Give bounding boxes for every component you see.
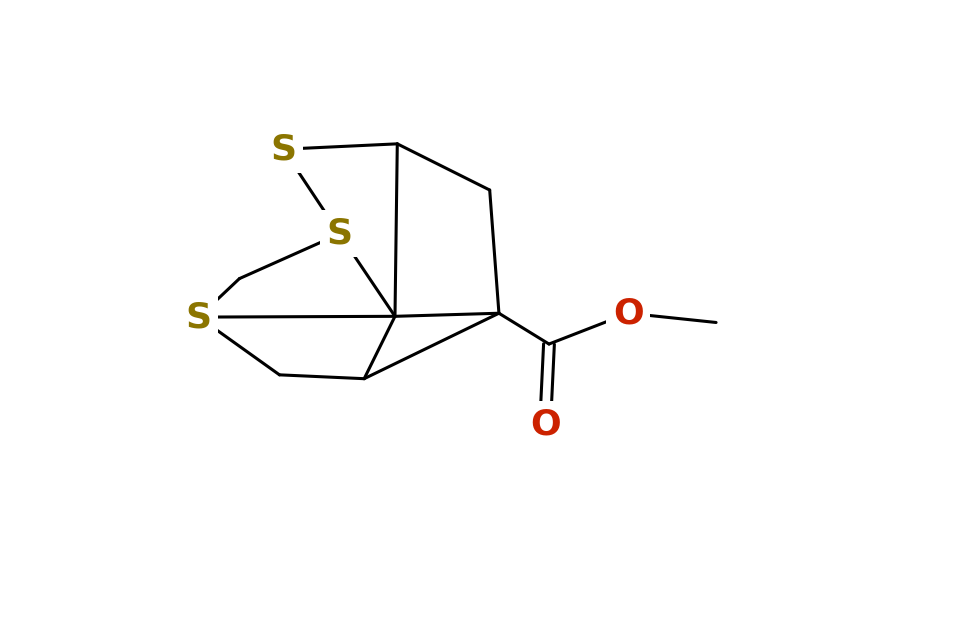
Text: O: O <box>612 296 643 330</box>
Text: S: S <box>270 133 296 166</box>
Text: O: O <box>529 408 560 442</box>
Text: S: S <box>326 217 353 251</box>
Text: S: S <box>186 300 212 334</box>
